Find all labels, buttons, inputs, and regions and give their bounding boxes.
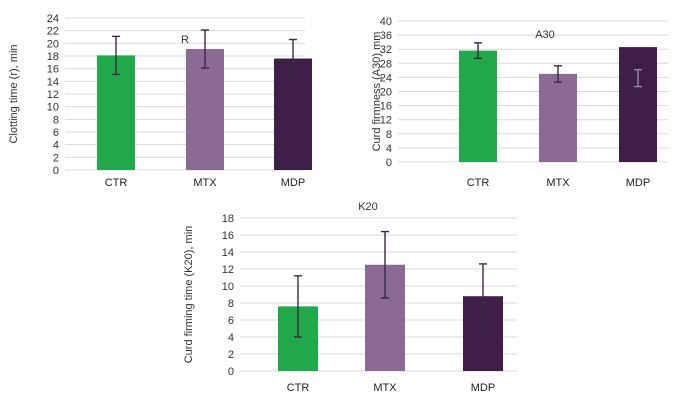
chart-title: K20 (358, 201, 378, 213)
y-tick-label: 16 (222, 230, 234, 242)
y-tick-label: 40 (380, 16, 392, 28)
y-tick-label: 6 (53, 127, 59, 139)
y-tick-label: 36 (380, 30, 392, 42)
y-tick-label: 4 (228, 332, 234, 344)
error-bar (634, 68, 642, 88)
y-tick-label: 12 (222, 264, 234, 276)
y-tick-label: 4 (386, 143, 392, 155)
error-bar (112, 35, 120, 76)
x-category-label: MDP (626, 177, 650, 189)
bar (186, 49, 224, 170)
x-category-label: CTR (467, 177, 490, 189)
y-tick-label: 12 (47, 89, 59, 101)
y-tick-label: 8 (228, 298, 234, 310)
y-tick-label: 10 (47, 102, 59, 114)
x-category-label: MTX (546, 177, 570, 189)
chart-title: A30 (535, 29, 555, 41)
y-tick-label: 20 (380, 87, 392, 99)
y-tick-label: 12 (380, 115, 392, 127)
x-category-label: CTR (287, 382, 310, 394)
x-category-label: MDP (471, 382, 495, 394)
bar (539, 73, 577, 162)
error-bar (554, 65, 562, 83)
bar (459, 50, 497, 162)
error-bar (289, 38, 297, 79)
error-bar (479, 263, 487, 330)
bar (619, 47, 657, 162)
error-bar (294, 275, 302, 338)
x-category-label: MTX (193, 177, 217, 189)
y-tick-label: 8 (386, 129, 392, 141)
x-category-label: MTX (373, 382, 397, 394)
y-tick-label: 14 (47, 76, 59, 88)
y-axis-label: Curd firmness (A30) mm (371, 32, 383, 152)
curd-firmness-chart: 0 4 8 12 16 20 24 28 32 36 40 Curd firmness (A30) m… (371, 16, 668, 189)
y-tick-label: 18 (222, 213, 234, 225)
y-tick-label: 0 (386, 157, 392, 169)
y-axis-label: Curd firming time (K20), min (183, 226, 195, 364)
error-bar (381, 230, 389, 299)
curd-firming-time-chart: 0 2 4 6 8 10 12 14 16 18 Curd firming time (K20), … (183, 201, 517, 394)
y-tick-label: 20 (47, 38, 59, 50)
y-tick-label: 16 (380, 101, 392, 113)
x-category-label: CTR (105, 177, 128, 189)
y-tick-label: 28 (380, 58, 392, 70)
y-tick-label: 32 (380, 44, 392, 56)
y-axis-label: Clotting time (r), min (8, 44, 20, 143)
y-tick-label: 2 (53, 152, 59, 164)
y-tick-label: 6 (228, 315, 234, 327)
y-tick-label: 0 (53, 165, 59, 177)
y-tick-label: 4 (53, 140, 59, 152)
y-tick-label: 16 (47, 64, 59, 76)
y-tick-label: 0 (228, 366, 234, 378)
x-category-label: MDP (281, 177, 305, 189)
chart-title: R (181, 34, 189, 46)
y-tick-label: 22 (47, 26, 59, 38)
error-bar (201, 29, 209, 69)
y-tick-label: 18 (47, 51, 59, 63)
y-tick-label: 10 (222, 281, 234, 293)
y-tick-label: 14 (222, 247, 234, 259)
y-tick-label: 2 (228, 349, 234, 361)
y-tick-label: 8 (53, 114, 59, 126)
y-tick-label: 24 (47, 13, 59, 25)
y-tick-label: 24 (380, 72, 392, 84)
error-bar (474, 42, 482, 60)
